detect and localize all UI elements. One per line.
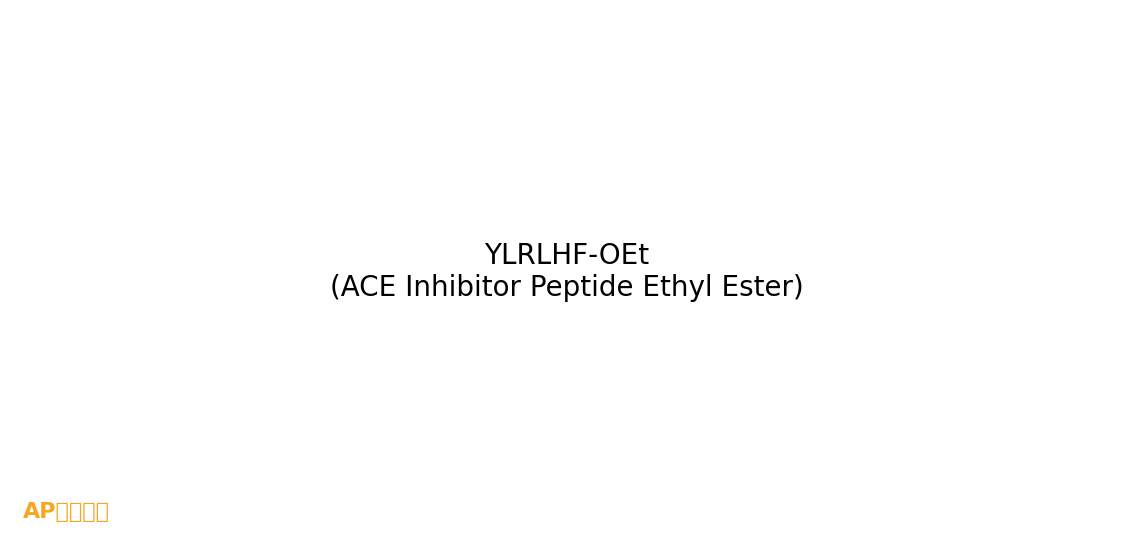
Text: AP专肽生物: AP专肽生物	[23, 502, 110, 522]
Text: YLRLHF-OEt
(ACE Inhibitor Peptide Ethyl Ester): YLRLHF-OEt (ACE Inhibitor Peptide Ethyl …	[330, 242, 804, 302]
